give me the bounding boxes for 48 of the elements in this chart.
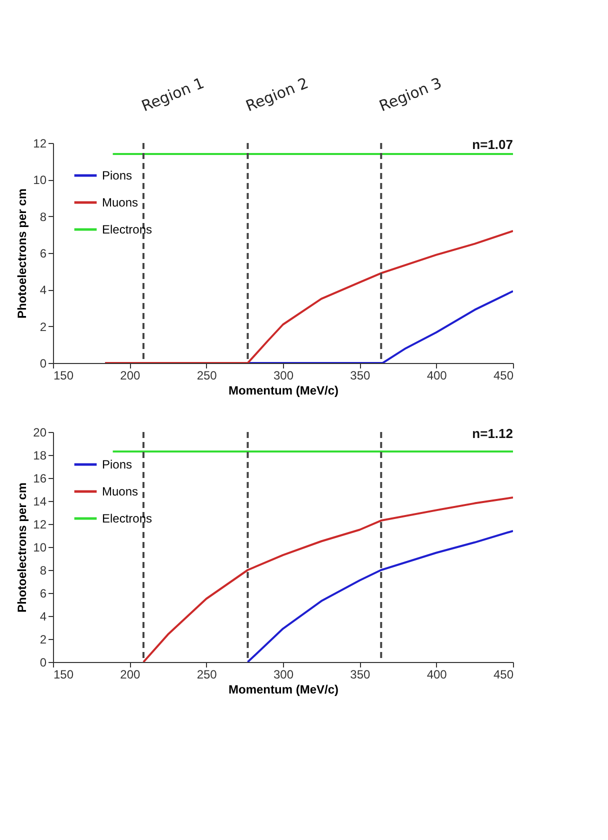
ref-line-label: Region 3 [376,74,444,116]
ref-line-label: Region 1 [138,74,207,116]
y-tick-label: 8 [40,210,47,224]
y-tick-label: 2 [40,320,47,334]
x-tick-label: 300 [273,668,294,682]
line-series [246,530,513,662]
x-tick-label: 450 [493,368,514,382]
legend-label: Electrons [102,222,152,236]
y-tick-label: 16 [33,472,47,486]
x-tick-label: 400 [426,368,448,382]
y-tick-label: 2 [40,632,47,646]
x-axis-title: Momentum (MeV/c) [228,384,339,398]
ref-line-label: Region 2 [243,74,311,116]
y-tick-label: 0 [40,356,47,370]
legend-label: Muons [102,484,138,498]
x-tick-label: 200 [120,668,140,682]
y-tick-label: 18 [33,448,47,462]
y-tick-label: 4 [40,610,47,624]
annotation: n=1.12 [472,426,513,441]
x-axis-title: Momentum (MeV/c) [228,682,339,696]
y-tick-label: 14 [33,494,47,508]
y-tick-label: 12 [33,136,47,150]
y-tick-label: 20 [33,426,47,440]
x-tick-label: 150 [54,668,74,682]
y-tick-label: 6 [40,246,47,260]
legend-label: Pions [102,168,132,182]
legend-label: Pions [102,458,132,472]
x-tick-label: 450 [493,668,514,682]
x-tick-label: 400 [426,668,448,682]
x-tick-label: 150 [54,368,74,382]
legend-label: Muons [102,196,138,210]
y-axis-title: Photoelectrons per cm [15,188,30,319]
x-tick-label: 200 [120,368,140,382]
annotation: n=1.07 [472,137,513,152]
y-tick-label: 10 [33,173,47,188]
x-tick-label: 300 [273,368,294,382]
y-tick-label: 10 [33,540,47,554]
y-tick-label: 4 [40,283,47,298]
legend-label: Electrons [102,512,152,526]
x-tick-label: 350 [350,368,370,382]
x-tick-label: 250 [196,668,218,682]
y-axis-title: Photoelectrons per cm [15,482,30,613]
y-tick-label: 6 [40,586,47,600]
x-tick-label: 350 [350,668,370,682]
y-tick-label: 12 [33,518,47,532]
x-tick-label: 250 [196,368,218,382]
y-tick-label: 0 [40,656,47,670]
y-tick-label: 8 [40,564,47,578]
